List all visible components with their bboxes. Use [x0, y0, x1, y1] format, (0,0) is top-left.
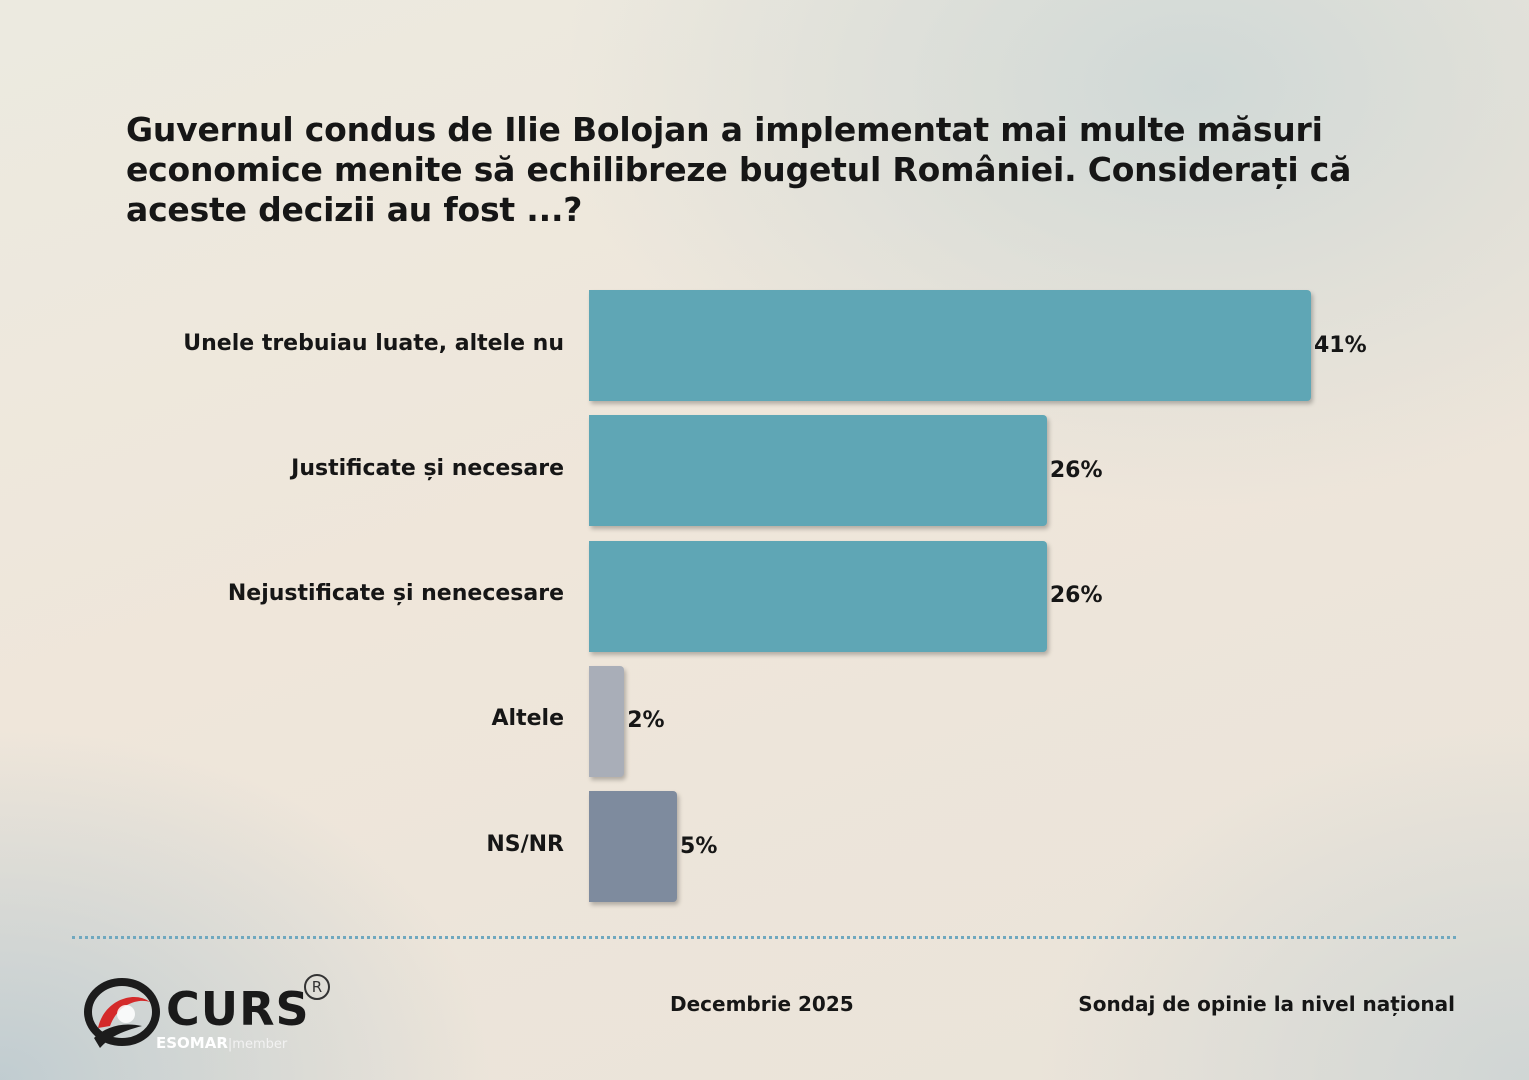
logo-brand-text: CURS	[166, 982, 310, 1036]
member-word: member	[232, 1037, 288, 1052]
esomar-member-text: ESOMAR|member	[156, 1034, 287, 1052]
footer-divider	[72, 936, 1456, 939]
category-label: NS/NR	[486, 831, 564, 857]
value-label: 26%	[1049, 457, 1103, 483]
bar	[589, 540, 1047, 652]
category-label: Altele	[491, 706, 564, 732]
category-label: Justificate și necesare	[291, 455, 564, 481]
category-label: Nejustificate și nenecesare	[227, 581, 564, 607]
value-label: 41%	[1314, 332, 1367, 358]
esomar-label: ESOMAR	[156, 1034, 228, 1052]
bar	[589, 665, 625, 777]
bar	[589, 791, 678, 903]
member-label: |member	[227, 1037, 288, 1052]
curs-swirl-logo-icon	[84, 978, 160, 1048]
footer-note: Sondaj de opinie la nivel național	[1078, 992, 1455, 1016]
bar	[589, 290, 1311, 401]
curs-logo: CURS R ESOMAR|member	[84, 972, 344, 1062]
value-label: 2%	[627, 708, 665, 734]
chart-title: Guvernul condus de Ilie Bolojan a implem…	[126, 110, 1352, 229]
footer-date: Decembrie 2025	[670, 992, 854, 1016]
bar	[589, 415, 1047, 527]
value-label: 26%	[1049, 583, 1103, 609]
registered-mark: R	[304, 974, 330, 1000]
value-label: 5%	[680, 833, 718, 859]
category-label: Unele trebuiau luate, altele nu	[183, 330, 564, 356]
